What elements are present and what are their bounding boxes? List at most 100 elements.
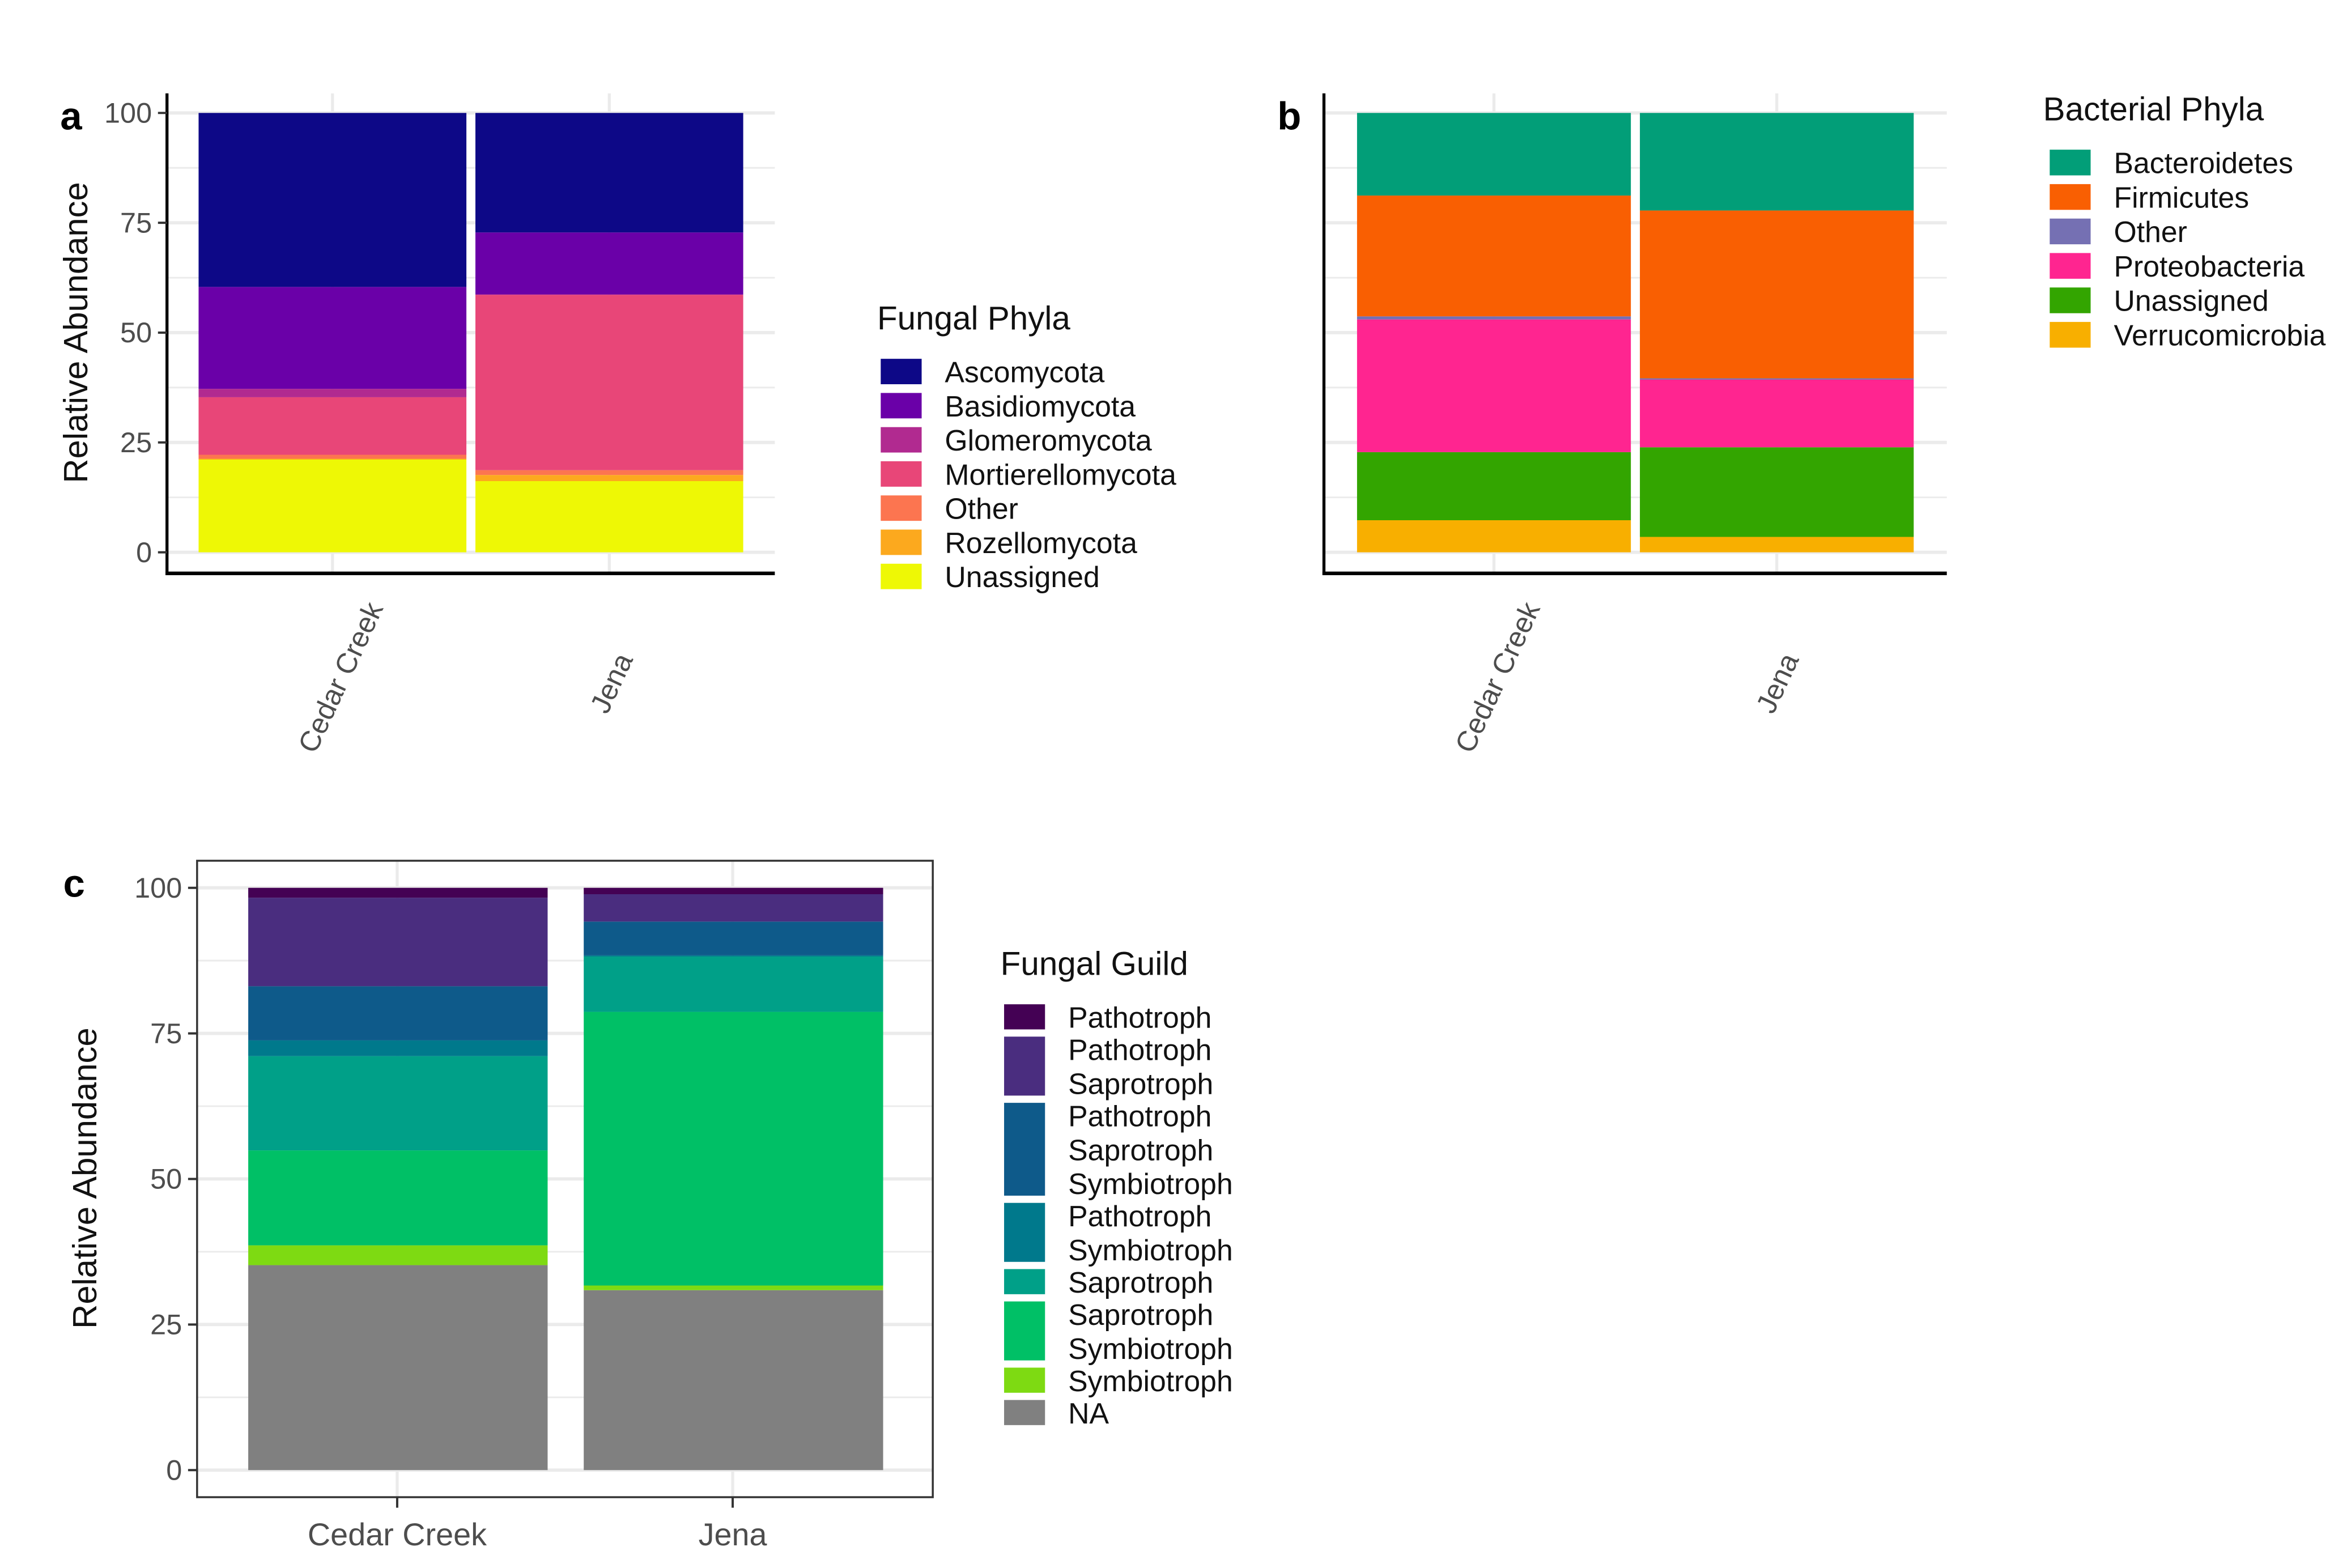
legend: Fungal Phyla AscomycotaBasidiomycotaGlome… bbox=[877, 300, 1176, 594]
bar-segment-bacteroidetes bbox=[1357, 113, 1631, 196]
legend-key-swatch bbox=[1002, 1366, 1047, 1394]
y-tick-label: 100 bbox=[134, 872, 182, 904]
legend-key-swatch bbox=[1002, 1035, 1047, 1097]
legend-label: Ascomycota bbox=[945, 356, 1104, 389]
legend-label: Firmicutes bbox=[2114, 181, 2249, 214]
legend-key-swatch bbox=[1002, 1399, 1047, 1426]
legend-key-swatch bbox=[1002, 1201, 1047, 1263]
bar-segment-other bbox=[1640, 378, 1914, 380]
y-tick-label: 0 bbox=[136, 536, 152, 568]
legend-title: Bacterial Phyla bbox=[2043, 91, 2264, 128]
legend-label: Other bbox=[2114, 215, 2187, 248]
panel-b: Cedar Creek Jena b Bacterial Phyla Bacteroid… bbox=[1277, 91, 2325, 758]
legend-item: Mortierellomycota bbox=[879, 458, 1176, 491]
legend-label: Other bbox=[945, 492, 1018, 525]
legend-label: Proteobacteria bbox=[2114, 250, 2305, 283]
bar-segment-saprotroph bbox=[248, 1056, 548, 1151]
bar-segment-pathotroph-symbiotroph bbox=[584, 955, 883, 957]
legend-label: Symbiotroph bbox=[1068, 1332, 1233, 1365]
bar-segment-pathotroph bbox=[584, 887, 883, 895]
legend-key-swatch bbox=[879, 528, 923, 556]
bar-segment-unassigned bbox=[1640, 447, 1914, 537]
panel-label: a bbox=[60, 95, 82, 138]
legend-label: Saprotroph bbox=[1068, 1298, 1213, 1331]
bar-segment-firmicutes bbox=[1357, 196, 1631, 317]
legend-key-swatch bbox=[1002, 1101, 1047, 1197]
bar-segment-pathotroph-saprotroph-symbiotroph bbox=[248, 986, 548, 1040]
legend-key-swatch bbox=[1002, 1300, 1047, 1362]
bar-segment-pathotroph bbox=[248, 887, 548, 898]
bar-segment-symbiotroph bbox=[584, 1285, 883, 1290]
legend-key-swatch bbox=[2048, 286, 2092, 315]
x-tick-label: Jena bbox=[1750, 648, 1805, 718]
bar-segment-verrucomicrobia bbox=[1640, 537, 1914, 553]
y-tick-label: 0 bbox=[166, 1454, 182, 1486]
bar-segment-na bbox=[248, 1265, 548, 1471]
bar-segment-mortierellomycota bbox=[198, 397, 467, 455]
bar-segment-bacteroidetes bbox=[1640, 113, 1914, 211]
bar-segment-rozellomycota bbox=[475, 475, 743, 482]
legend-label: Mortierellomycota bbox=[945, 458, 1176, 491]
bar-segment-mortierellomycota bbox=[475, 295, 743, 470]
legend-key-swatch bbox=[879, 426, 923, 454]
legend-label: Symbiotroph bbox=[1068, 1234, 1233, 1267]
y-tick-label: 50 bbox=[150, 1163, 182, 1195]
bar-segment-other bbox=[198, 454, 467, 459]
y-tick-label: 25 bbox=[120, 426, 152, 458]
bar-segment-unassigned bbox=[1357, 452, 1631, 521]
y-tick-label: 75 bbox=[120, 206, 152, 239]
legend-item: Proteobacteria bbox=[2048, 250, 2305, 283]
bar-segment-symbiotroph bbox=[248, 1245, 548, 1265]
bar-segment-pathotroph-symbiotroph bbox=[248, 1040, 548, 1056]
legend-label: Symbiotroph bbox=[1068, 1167, 1233, 1200]
legend-label: Saprotroph bbox=[1068, 1266, 1213, 1299]
y-axis-title: Relative Abundance bbox=[57, 182, 95, 483]
legend-title: Fungal Phyla bbox=[877, 300, 1070, 337]
legend-item: Basidiomycota bbox=[879, 390, 1136, 423]
legend-item: Saprotroph bbox=[1002, 1266, 1213, 1299]
legend-label: Verrucomicrobia bbox=[2114, 319, 2325, 352]
panel-c: 0 25 50 75 100 Cedar Creek Jena Relative Abunda… bbox=[63, 860, 1233, 1552]
x-tick-label: Cedar Creek bbox=[1448, 597, 1546, 758]
legend-item: Bacteroidetes bbox=[2048, 147, 2293, 180]
y-tick-label: 75 bbox=[150, 1017, 182, 1049]
legend-key-swatch bbox=[2048, 320, 2092, 349]
legend-key-swatch bbox=[2048, 252, 2092, 281]
legend-label: Glomeromycota bbox=[945, 424, 1152, 457]
legend-title: Fungal Guild bbox=[1001, 946, 1188, 983]
legend-key-swatch bbox=[1002, 1003, 1047, 1031]
panel-a: 0 25 50 75 100 Cedar Creek Jena Relative Abunda… bbox=[57, 93, 1176, 758]
legend-item: Other bbox=[879, 492, 1018, 525]
bar-segment-unassigned bbox=[198, 460, 467, 553]
bar-segment-firmicutes bbox=[1640, 210, 1914, 379]
legend-label: Symbiotroph bbox=[1068, 1365, 1233, 1397]
x-tick-label: Cedar Creek bbox=[308, 1517, 487, 1552]
legend-item: Symbiotroph bbox=[1002, 1365, 1233, 1397]
bar-segment-rozellomycota bbox=[198, 458, 467, 460]
bar-segment-basidiomycota bbox=[475, 232, 743, 295]
bar-segment-ascomycota bbox=[198, 113, 467, 287]
legend-label: Basidiomycota bbox=[945, 390, 1136, 423]
bar-segment-pathotroph-saprotroph-symbiotroph bbox=[584, 921, 883, 955]
bar-segment-ascomycota bbox=[475, 113, 743, 233]
panel-label: c bbox=[63, 862, 85, 906]
legend-item: Unassigned bbox=[2048, 284, 2269, 317]
x-tick-label: Cedar Creek bbox=[292, 597, 390, 758]
legend-item: Firmicutes bbox=[2048, 181, 2249, 214]
legend: Bacterial Phyla BacteroidetesFirmicutesOt… bbox=[2043, 91, 2326, 352]
legend-item: Rozellomycota bbox=[879, 526, 1137, 559]
bar-segment-na bbox=[584, 1290, 883, 1471]
y-axis-title: Relative Abundance bbox=[66, 1027, 104, 1328]
y-tick-label: 50 bbox=[120, 316, 152, 349]
bar-stack-cedar-creek bbox=[1357, 113, 1631, 553]
panel-label: b bbox=[1277, 95, 1301, 138]
legend-key-swatch bbox=[879, 460, 923, 488]
legend: Fungal GuildPathotrophPathotrophSaprotro… bbox=[1001, 946, 1233, 1430]
legend-key-swatch bbox=[2048, 148, 2092, 177]
legend-key-swatch bbox=[879, 562, 923, 590]
